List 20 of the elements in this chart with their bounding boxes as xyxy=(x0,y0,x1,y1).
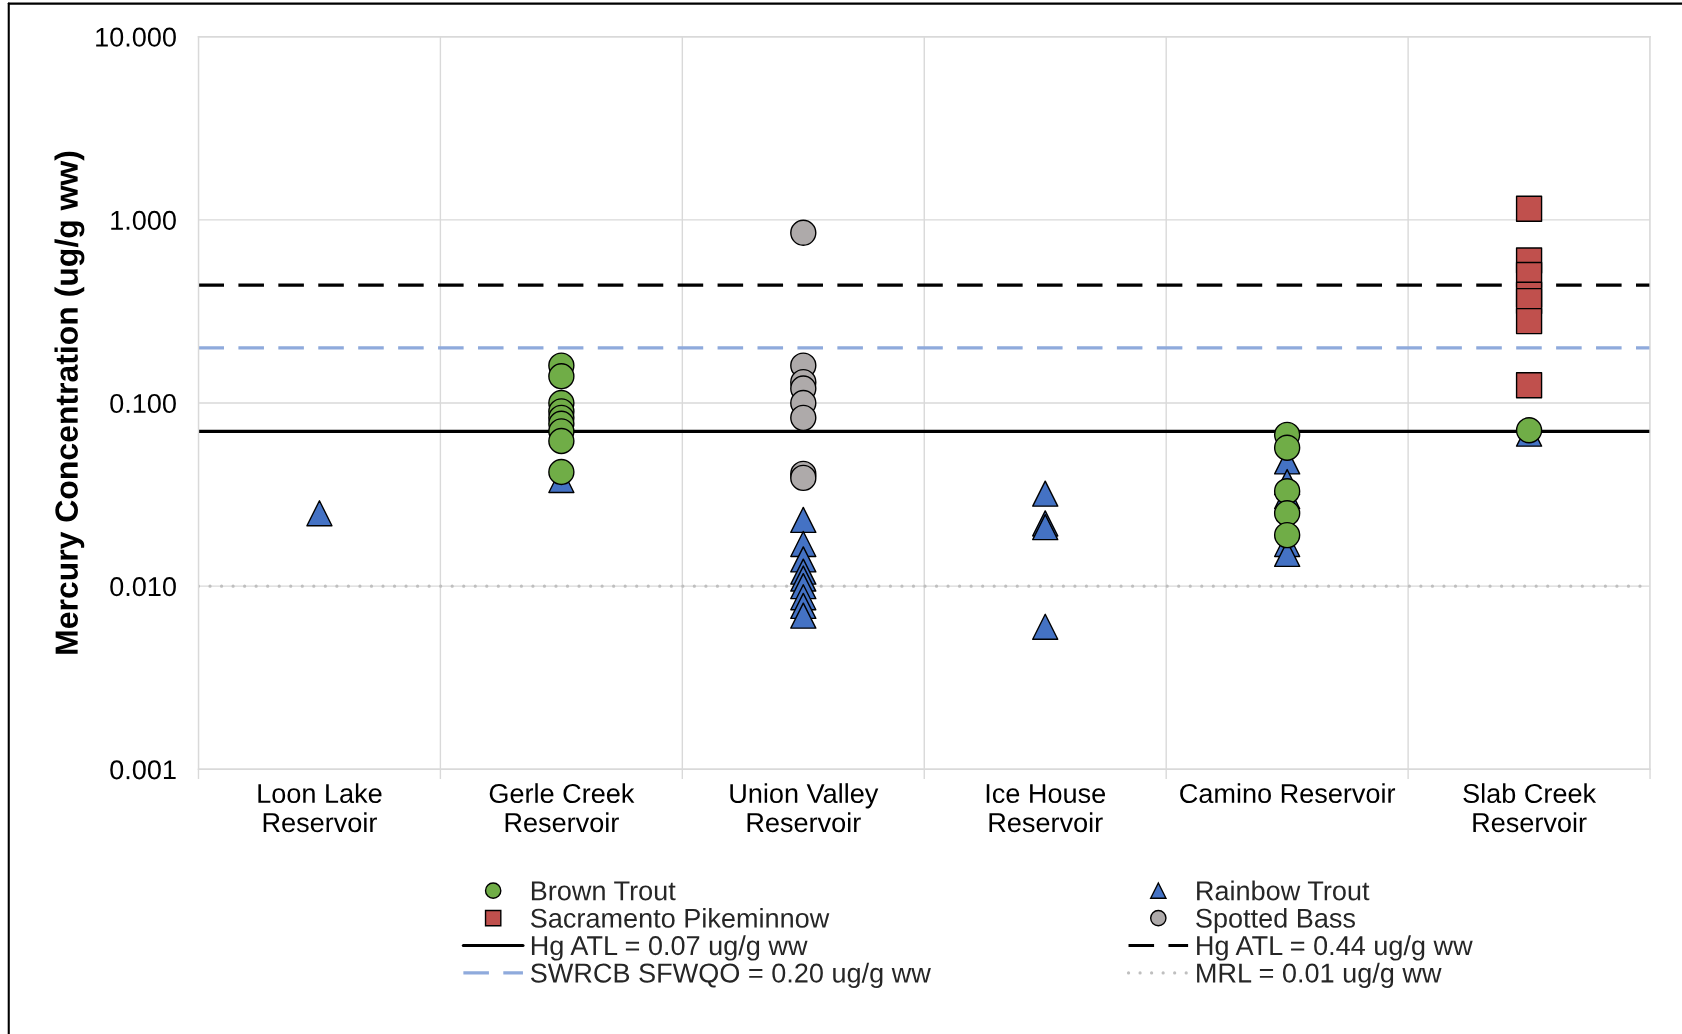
legend-label: Spotted Bass xyxy=(1196,907,1355,934)
legend-label: MRL = 0.01 ug/g ww xyxy=(1197,962,1442,989)
y-tick-label: 0.100 xyxy=(110,393,176,414)
y-tick-label: 0.001 xyxy=(110,760,176,780)
x-tick-label: Camino Reservoir xyxy=(1180,783,1396,804)
x-tick-label: Ice House Reservoir xyxy=(986,784,1105,833)
y-tick-label: 0.010 xyxy=(110,577,176,597)
legend-label: Sacramento Pikeminnow xyxy=(530,907,830,928)
legend-label: Rainbow Trout xyxy=(1197,880,1370,901)
legend-label: Hg ATL = 0.44 ug/g ww xyxy=(1197,935,1473,961)
y-tick-label: 10.000 xyxy=(96,27,176,47)
x-tick-label: Gerle Creek Reservoir xyxy=(489,783,635,833)
legend-label: SWRCB SFWQO = 0.20 ug/g ww xyxy=(530,962,931,989)
legend-label: Brown Trout xyxy=(531,881,676,901)
x-tick-label: Slab Creek Reservoir xyxy=(1463,783,1597,833)
legend-label: Hg ATL = 0.07 ug/g ww xyxy=(531,935,808,961)
y-axis-title: Mercury Concentration (ug/g ww) xyxy=(54,151,85,654)
x-tick-label: Union Valley Reservoir xyxy=(730,783,879,833)
y-tick-label: 1.000 xyxy=(111,210,176,230)
x-tick-label: Loon Lake Reservoir xyxy=(258,783,382,833)
